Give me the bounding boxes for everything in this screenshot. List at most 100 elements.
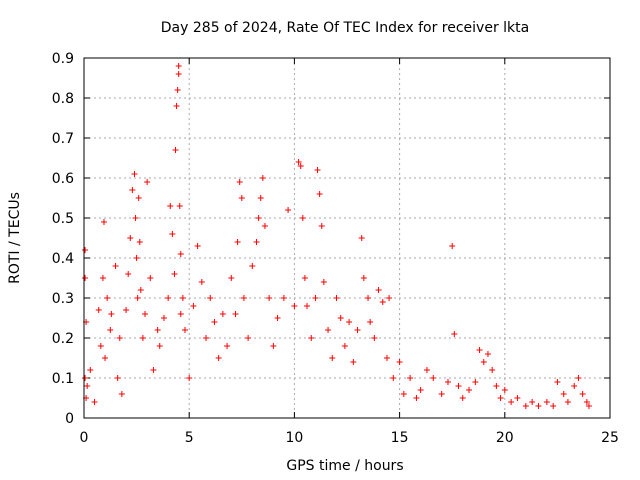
data-point [371,335,378,341]
data-point [224,343,231,349]
data-point [484,351,491,357]
data-point [100,219,107,225]
data-point [514,395,521,401]
data-point [240,295,247,301]
x-tick-label: 15 [391,430,409,446]
data-point [127,235,134,241]
data-point [480,359,487,365]
data-point [129,187,136,193]
data-point [108,311,115,317]
x-axis-label: GPS time / hours [286,458,403,474]
data-point [160,315,167,321]
data-point [219,311,226,317]
y-tick-label: 0.1 [52,371,74,387]
data-point [203,335,210,341]
data-point [176,203,183,209]
data-point [316,191,323,197]
x-tick-label: 20 [496,430,514,446]
data-point [144,179,151,185]
data-point [173,103,180,109]
data-point [325,327,332,333]
data-point [455,383,462,389]
data-point [131,171,138,177]
data-point [358,235,365,241]
data-point [97,343,104,349]
data-point [167,203,174,209]
data-point [147,275,154,281]
data-point [177,251,184,257]
data-point [320,279,327,285]
data-point [82,247,89,253]
data-point [297,163,304,169]
data-point [291,303,298,309]
data-point [181,327,188,333]
x-tick-label: 25 [601,430,619,446]
data-point [400,391,407,397]
data-point [186,375,193,381]
data-point [337,315,344,321]
data-point [375,287,382,293]
data-point [430,375,437,381]
x-tick-label: 0 [80,430,89,446]
data-point [82,275,89,281]
data-point [238,195,245,201]
data-point [249,263,256,269]
y-tick-label: 0.6 [52,171,74,187]
data-point [522,403,529,409]
data-point [585,403,592,409]
y-tick-label: 0.2 [52,331,74,347]
data-point [266,295,273,301]
data-point [354,327,361,333]
data-point [423,367,430,373]
data-point [295,159,302,165]
data-point [550,403,557,409]
data-point [116,335,123,341]
data-point [438,391,445,397]
data-point [150,367,157,373]
data-point [198,279,205,285]
data-point [554,379,561,385]
data-point [134,295,141,301]
data-point [346,319,353,325]
data-point [257,195,264,201]
data-point [308,335,315,341]
data-point [133,255,140,261]
data-point [459,395,466,401]
y-tick-label: 0.4 [52,251,74,267]
data-point [125,271,132,277]
data-point [255,215,262,221]
data-point [175,71,182,77]
data-point [190,303,197,309]
data-point [139,335,146,341]
data-point [245,335,252,341]
data-point [171,271,178,277]
data-point [417,387,424,393]
data-point [107,327,114,333]
data-point [575,375,582,381]
data-point [165,295,172,301]
data-point [135,195,142,201]
data-point [274,315,281,321]
chart-title: Day 285 of 2024, Rate Of TEC Index for r… [161,20,529,36]
data-points [82,63,592,409]
data-point [396,359,403,365]
data-point [82,375,89,381]
data-point [560,391,567,397]
data-point [118,391,125,397]
data-point [261,223,268,229]
y-axis-label: ROTI / TECUs [7,192,23,284]
x-tick-label: 5 [185,430,194,446]
data-point [232,311,239,317]
y-tick-label: 0.7 [52,131,74,147]
data-point [91,399,98,405]
data-point [367,319,374,325]
data-point [489,367,496,373]
plot-frame [83,57,611,419]
data-point [571,383,578,389]
data-point [493,383,500,389]
data-point [236,179,243,185]
data-point [177,311,184,317]
data-point [579,391,586,397]
data-point [102,355,109,361]
